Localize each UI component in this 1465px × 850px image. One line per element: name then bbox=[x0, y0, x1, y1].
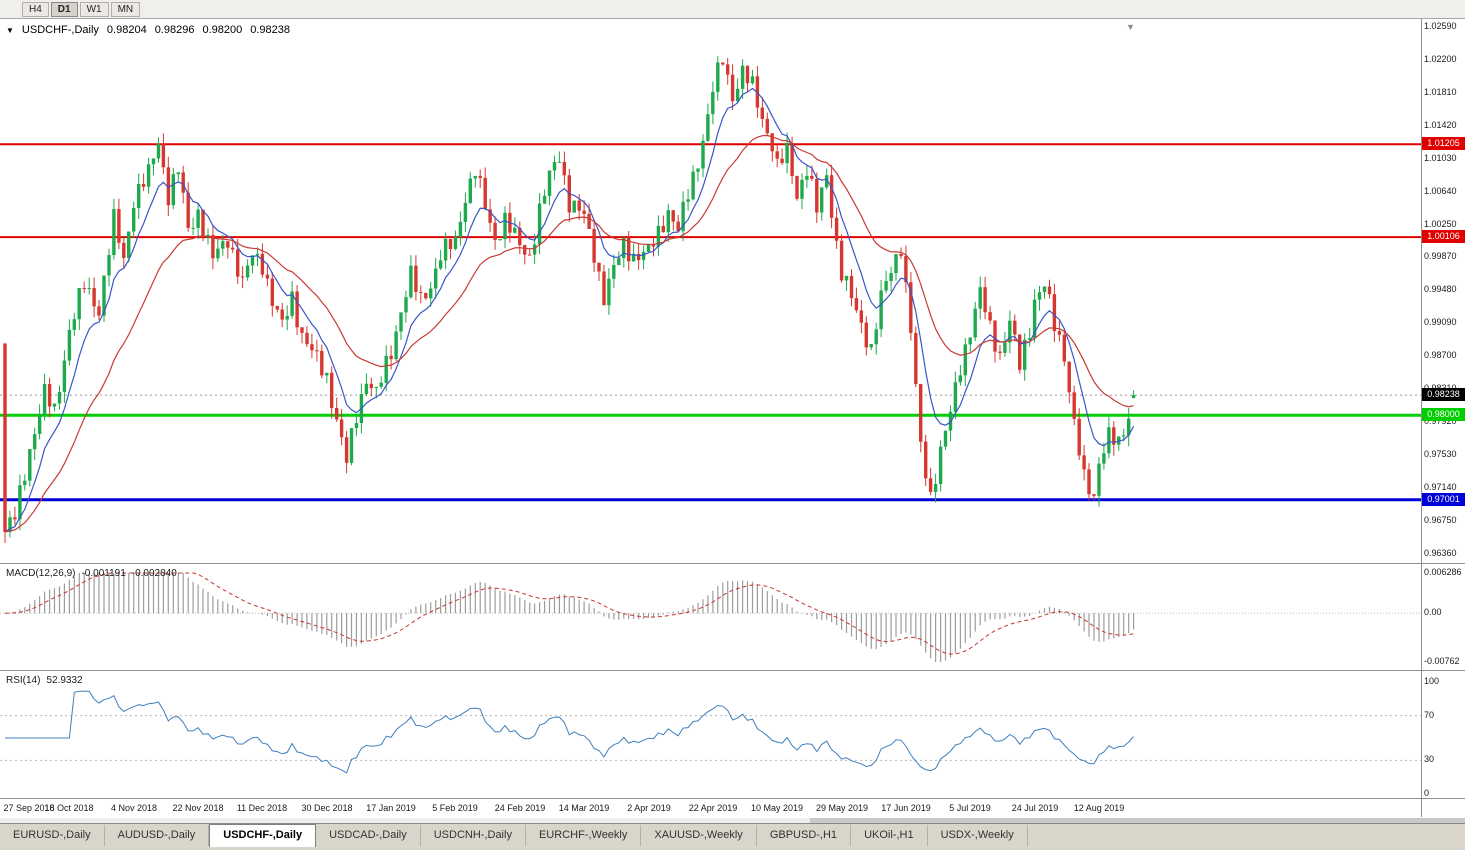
macd-signal-value: -0.002840 bbox=[131, 568, 177, 579]
price-level-badge: 1.01205 bbox=[1422, 137, 1465, 150]
price-level-badge: 1.00106 bbox=[1422, 230, 1465, 243]
date-label: 2 Apr 2019 bbox=[627, 803, 671, 813]
date-label: 30 Dec 2018 bbox=[301, 803, 353, 813]
rsi-label: RSI(14) bbox=[6, 675, 41, 686]
chart-tab[interactable]: USDCHF-,Daily bbox=[209, 824, 317, 847]
date-label: 24 Jul 2019 bbox=[1011, 803, 1059, 813]
chart-tab[interactable]: USDCNH-,Daily bbox=[421, 825, 526, 846]
date-label: 10 May 2019 bbox=[750, 803, 804, 813]
chart-tab[interactable]: UKOil-,H1 bbox=[851, 825, 928, 846]
price-tick: 1.02590 bbox=[1424, 21, 1457, 31]
price-tick: 0.97530 bbox=[1424, 449, 1457, 459]
ohlc-high: 0.98296 bbox=[154, 24, 195, 36]
price-tick: 1.00250 bbox=[1424, 219, 1457, 229]
timeframe-toolbar: H4 D1 W1 MN bbox=[0, 0, 1465, 19]
macd-tick: -0.00762 bbox=[1424, 656, 1460, 666]
price-axis[interactable]: 1.02590 1.02200 1.01810 1.01420 1.01030 1.006… bbox=[1422, 19, 1465, 563]
chart-header: ▼ USDCHF-,Daily 0.98204 0.98296 0.98200 … bbox=[6, 24, 290, 36]
rsi-tick: 30 bbox=[1424, 754, 1435, 764]
chart-menu-arrow-icon[interactable]: ▼ bbox=[6, 25, 14, 35]
axis-separator bbox=[1421, 19, 1422, 817]
date-label: 17 Jun 2019 bbox=[881, 803, 931, 813]
rsi-tick: 0 bbox=[1424, 788, 1430, 798]
rsi-header: RSI(14) 52.9332 bbox=[6, 675, 83, 686]
macd-value: -0.001191 bbox=[81, 568, 126, 579]
ohlc-low: 0.98200 bbox=[202, 24, 243, 36]
ohlc-open: 0.98204 bbox=[106, 24, 147, 36]
chart-tab[interactable]: USDCAD-,Daily bbox=[316, 825, 421, 846]
date-label: 16 Oct 2018 bbox=[44, 803, 94, 813]
price-tick: 0.98700 bbox=[1424, 350, 1457, 360]
price-tick: 1.01030 bbox=[1424, 153, 1457, 163]
date-label: 24 Feb 2019 bbox=[494, 803, 546, 813]
price-level-badge: 0.98238 bbox=[1422, 388, 1465, 401]
timeframe-button-h4[interactable]: H4 bbox=[22, 1, 49, 17]
chart-tab[interactable]: USDX-,Weekly bbox=[928, 825, 1028, 846]
date-label: 17 Jan 2019 bbox=[366, 803, 416, 813]
rsi-chart[interactable] bbox=[0, 672, 1421, 799]
chart-tab[interactable]: AUDUSD-,Daily bbox=[105, 825, 210, 846]
date-label: 29 May 2019 bbox=[815, 803, 869, 813]
candlestick-chart[interactable] bbox=[0, 19, 1421, 564]
price-tick: 0.99870 bbox=[1424, 251, 1457, 261]
price-level-badge: 0.98000 bbox=[1422, 408, 1465, 421]
price-tick: 0.96750 bbox=[1424, 515, 1457, 525]
symbol-label: USDCHF-,Daily bbox=[21, 24, 99, 36]
chart-tab[interactable]: GBPUSD-,H1 bbox=[757, 825, 852, 846]
chart-tab-bar: EURUSD-,Daily AUDUSD-,Daily USDCHF-,Daily U… bbox=[0, 823, 1465, 850]
date-label: 5 Jul 2019 bbox=[949, 803, 991, 813]
date-label: 27 Sep 2018 bbox=[3, 803, 55, 813]
rsi-axis[interactable]: 100 70 30 0 bbox=[1422, 672, 1465, 798]
price-panel[interactable]: ▼ USDCHF-,Daily 0.98204 0.98296 0.98200 … bbox=[0, 19, 1465, 564]
chart-tab[interactable]: EURUSD-,Daily bbox=[0, 825, 105, 846]
date-label: 22 Apr 2019 bbox=[688, 803, 738, 813]
date-label: 11 Dec 2018 bbox=[236, 803, 288, 813]
macd-label: MACD(12,26,9) bbox=[6, 568, 76, 579]
price-tick: 0.97140 bbox=[1424, 482, 1457, 492]
horizontal-scrollbar[interactable] bbox=[0, 818, 1465, 823]
timeframe-button-d1[interactable]: D1 bbox=[50, 1, 78, 17]
macd-header: MACD(12,26,9) -0.001191 -0.002840 bbox=[6, 568, 177, 579]
price-tick: 1.02200 bbox=[1424, 54, 1457, 64]
rsi-value: 52.9332 bbox=[46, 675, 83, 686]
price-tick: 0.96360 bbox=[1424, 548, 1457, 558]
rsi-panel[interactable]: RSI(14) 52.9332 100 70 30 0 bbox=[0, 672, 1465, 799]
price-tick: 0.97920 bbox=[1424, 416, 1457, 426]
date-axis[interactable]: 27 Sep 2018 16 Oct 2018 4 Nov 2018 22 Nov 2… bbox=[0, 800, 1421, 817]
date-label: 22 Nov 2018 bbox=[172, 803, 224, 813]
date-label: 14 Mar 2019 bbox=[558, 803, 610, 813]
price-tick: 0.99090 bbox=[1424, 317, 1457, 327]
chart-shift-marker[interactable]: ▼ bbox=[1126, 22, 1135, 32]
macd-panel[interactable]: MACD(12,26,9) -0.001191 -0.002840 0.0062… bbox=[0, 565, 1465, 671]
chart-window[interactable]: ▼ USDCHF-,Daily 0.98204 0.98296 0.98200 … bbox=[0, 19, 1465, 823]
date-label: 5 Feb 2019 bbox=[432, 803, 478, 813]
price-tick: 1.01810 bbox=[1424, 87, 1457, 97]
macd-chart[interactable] bbox=[0, 565, 1421, 671]
price-level-badge: 0.97001 bbox=[1422, 493, 1465, 506]
price-tick: 1.01420 bbox=[1424, 120, 1457, 130]
chart-tab[interactable]: EURCHF-,Weekly bbox=[526, 825, 642, 846]
date-label: 12 Aug 2019 bbox=[1073, 803, 1125, 813]
rsi-tick: 70 bbox=[1424, 710, 1435, 720]
chart-tab[interactable]: XAUUSD-,Weekly bbox=[641, 825, 757, 846]
rsi-tick: 100 bbox=[1424, 676, 1440, 686]
macd-tick: 0.006286 bbox=[1424, 567, 1462, 577]
timeframe-button-mn[interactable]: MN bbox=[110, 1, 141, 17]
ohlc-close: 0.98238 bbox=[250, 24, 290, 36]
macd-axis[interactable]: 0.006286 0.00 -0.00762 bbox=[1422, 565, 1465, 670]
price-tick: 0.99480 bbox=[1424, 284, 1457, 294]
date-label: 4 Nov 2018 bbox=[110, 803, 158, 813]
scrollbar-thumb[interactable] bbox=[810, 818, 1465, 823]
price-tick: 1.00640 bbox=[1424, 186, 1457, 196]
macd-tick: 0.00 bbox=[1424, 607, 1442, 617]
timeframe-button-w1[interactable]: W1 bbox=[79, 1, 109, 17]
